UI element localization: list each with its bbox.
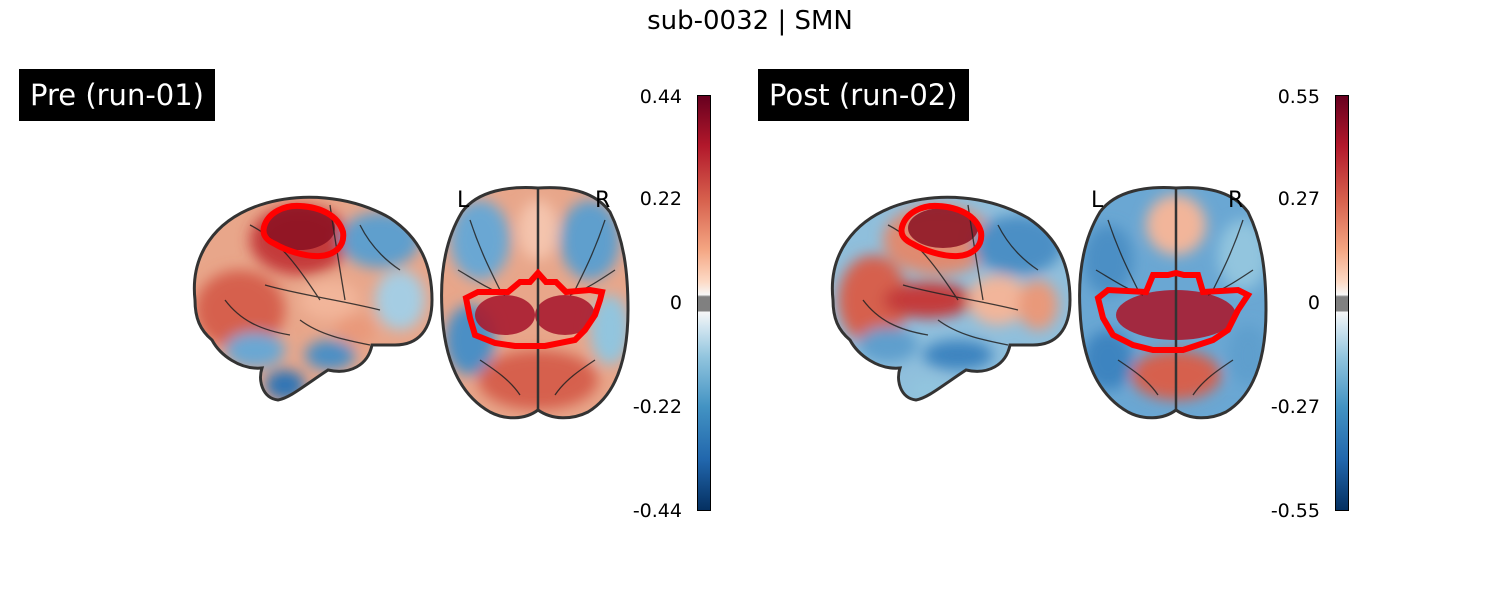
glass-brain-pre (192, 186, 630, 420)
sagittal-outline (192, 195, 434, 402)
colorbar-tick: 0.22 (639, 188, 682, 210)
panel-label: Post (run-02) (758, 69, 969, 121)
orientation-right: R (595, 188, 611, 213)
colorbar-tick: 0.44 (639, 86, 682, 108)
colorbar (1335, 95, 1349, 511)
sagittal-outline (830, 195, 1072, 402)
glass-brain-post (830, 186, 1268, 420)
colorbar-tick: 0 (1307, 292, 1320, 314)
roi-outline (898, 202, 985, 260)
colorbar (697, 95, 711, 511)
colorbar-tick: -0.55 (1270, 500, 1320, 522)
colorbar-tick: 0 (669, 292, 682, 314)
orientation-left: L (457, 188, 470, 213)
sagittal-view (194, 197, 432, 400)
panel-post: Post (run-02) (638, 0, 1388, 600)
colorbar-tick: -0.27 (1270, 396, 1320, 418)
orientation-right: R (1228, 188, 1244, 213)
orientation-left: L (1091, 188, 1104, 213)
colorbar-tick: -0.44 (632, 500, 682, 522)
roi-outline (462, 268, 606, 349)
panel-label: Pre (run-01) (19, 69, 215, 121)
roi-outline (260, 202, 347, 260)
figure-title: sub-0032 | SMN (647, 6, 853, 36)
colorbar-tick: 0.55 (1277, 86, 1320, 108)
panel-pre: Pre (run-01) (19, 69, 711, 522)
roi-outline (1094, 269, 1253, 353)
colorbar-tick: -0.22 (632, 396, 682, 418)
colorbar-tick: 0.27 (1277, 188, 1320, 210)
sagittal-view (832, 197, 1070, 400)
